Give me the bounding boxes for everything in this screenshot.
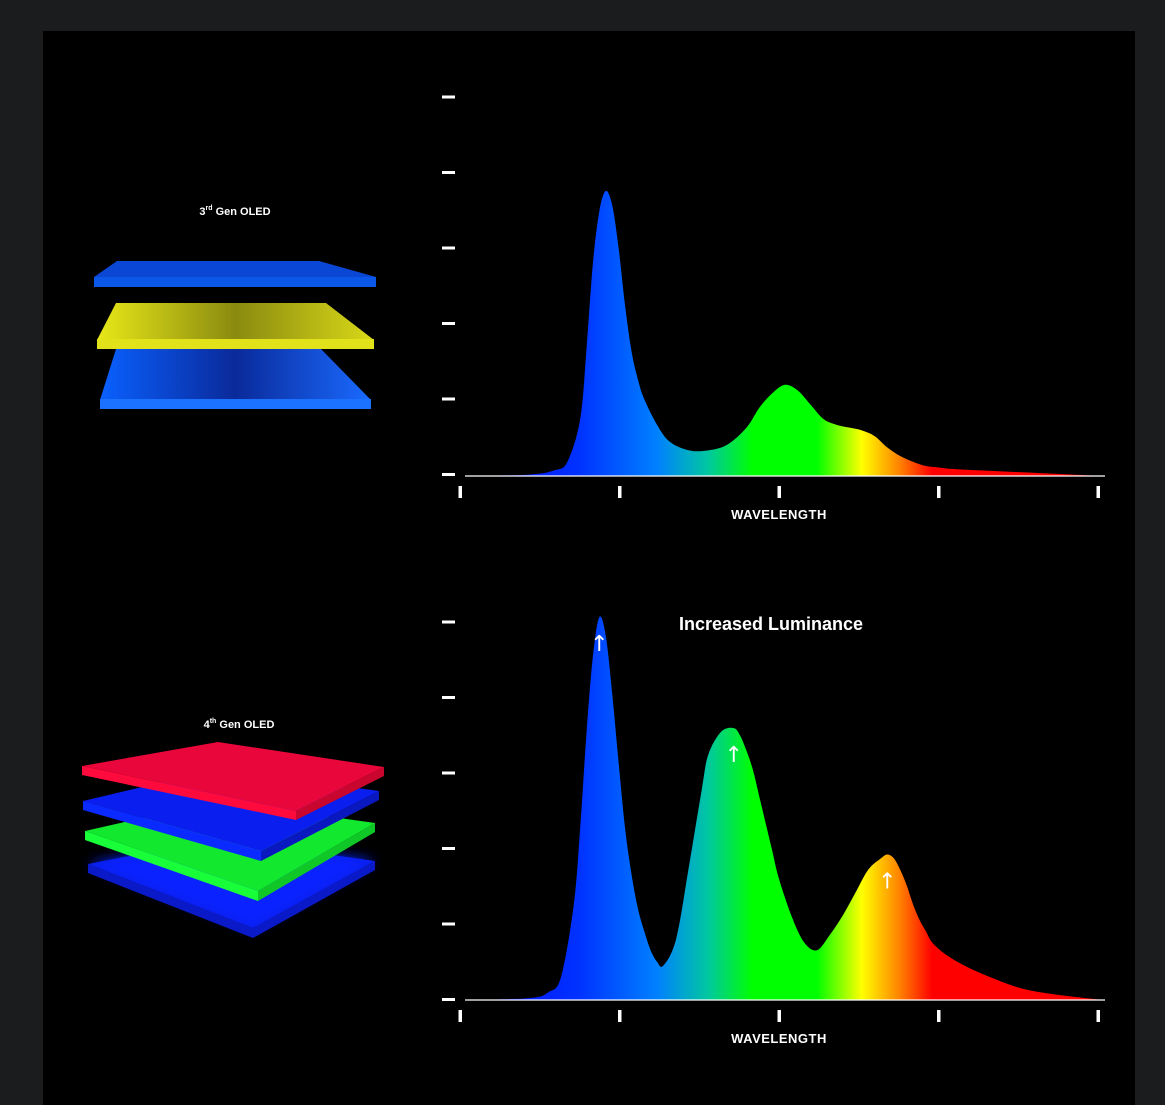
gen4-x-axis-label: WAVELENGTH bbox=[731, 1031, 827, 1046]
gen3-x-axis-ticks bbox=[458, 486, 1100, 498]
y-tick-mark bbox=[442, 696, 455, 699]
oled-comparison-figure: 3rd Gen OLED WAVELENGTH 4th Gen OLED bbox=[82, 95, 1105, 1046]
x-tick-mark bbox=[937, 1010, 941, 1022]
gen4-spectrum-area bbox=[465, 616, 1105, 1000]
gen4-spectrum-chart: ↑ ↑ ↑ Increased Luminance WAVELENGTH bbox=[442, 614, 1105, 1046]
gen4-peak-markers: ↑ ↑ ↑ bbox=[590, 632, 896, 894]
y-tick-mark bbox=[442, 771, 455, 775]
y-tick-mark bbox=[442, 246, 455, 250]
gen3-layer-yellow bbox=[97, 303, 374, 349]
x-tick-mark bbox=[777, 1010, 781, 1022]
x-tick-mark bbox=[1096, 486, 1100, 498]
gen3-y-axis-ticks bbox=[442, 95, 455, 476]
gen3-spectrum-chart: WAVELENGTH bbox=[442, 95, 1105, 522]
y-tick-mark bbox=[442, 397, 455, 401]
increased-luminance-annotation: Increased Luminance bbox=[679, 614, 863, 634]
y-tick-mark bbox=[442, 922, 455, 926]
y-tick-mark bbox=[442, 171, 455, 174]
x-tick-mark bbox=[458, 486, 462, 498]
x-tick-mark bbox=[777, 486, 781, 498]
gen4-label: 4th Gen OLED bbox=[204, 718, 275, 731]
y-tick-mark bbox=[442, 998, 455, 1001]
x-tick-mark bbox=[618, 486, 622, 498]
y-tick-mark bbox=[442, 322, 455, 325]
gen3-layer-blue-top bbox=[94, 261, 376, 287]
y-tick-mark bbox=[442, 620, 455, 624]
figure-frame: 3rd Gen OLED WAVELENGTH 4th Gen OLED bbox=[43, 31, 1135, 1105]
peak-up-arrow: ↑ bbox=[725, 743, 743, 768]
peak-up-arrow: ↑ bbox=[878, 869, 896, 894]
gen4-stack-panel: 4th Gen OLED bbox=[82, 718, 384, 938]
y-tick-mark bbox=[442, 473, 455, 476]
y-tick-mark bbox=[442, 95, 455, 99]
x-tick-mark bbox=[618, 1010, 622, 1022]
x-tick-mark bbox=[458, 1010, 462, 1022]
peak-up-arrow: ↑ bbox=[590, 632, 608, 657]
gen3-x-axis-label: WAVELENGTH bbox=[731, 507, 827, 522]
x-tick-mark bbox=[1096, 1010, 1100, 1022]
gen3-spectrum-area bbox=[465, 190, 1105, 476]
x-tick-mark bbox=[937, 486, 941, 498]
gen4-layer-red bbox=[82, 742, 384, 820]
gen4-y-axis-ticks bbox=[442, 620, 455, 1001]
gen4-x-axis-ticks bbox=[458, 1010, 1100, 1022]
gen3-label: 3rd Gen OLED bbox=[199, 205, 270, 218]
gen3-layer-blue-bottom bbox=[100, 349, 371, 409]
gen3-stack-panel: 3rd Gen OLED bbox=[94, 205, 376, 409]
y-tick-mark bbox=[442, 847, 455, 850]
